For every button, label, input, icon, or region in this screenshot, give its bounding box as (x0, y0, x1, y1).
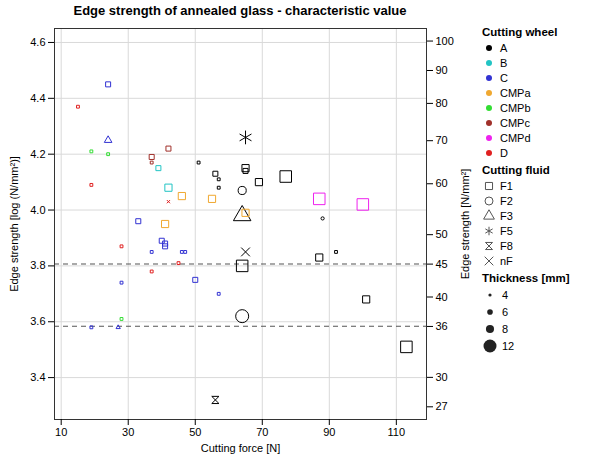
html-text:4: 4 (502, 288, 509, 301)
html-text:CMPa: CMPa (500, 86, 531, 99)
svg-text:3.4: 3.4 (30, 371, 45, 383)
svg-text:3.6: 3.6 (30, 315, 45, 327)
html-text:8: 8 (502, 322, 509, 335)
html-text:F8: F8 (500, 239, 513, 252)
html-text:Cutting fluid: Cutting fluid (482, 164, 550, 176)
html-text:Edge strength of annealed glas: Edge strength of annealed glass - charac… (73, 3, 407, 18)
svg-text:10: 10 (55, 426, 67, 438)
svg-text:45: 45 (436, 258, 448, 270)
html-text:nF: nF (500, 254, 513, 267)
svg-text:50: 50 (436, 228, 448, 240)
html-text:12: 12 (502, 339, 515, 352)
svg-text:60: 60 (436, 177, 448, 189)
svg-text:70: 70 (436, 134, 448, 146)
html-text:B: B (500, 56, 508, 69)
svg-text:40: 40 (436, 291, 448, 303)
svg-text:4.2: 4.2 (30, 148, 45, 160)
svg-text:110: 110 (388, 426, 406, 438)
html-text:C: C (500, 71, 508, 84)
svg-text:100: 100 (436, 35, 454, 47)
html-text:Cutting wheel: Cutting wheel (482, 26, 558, 38)
svg-text:90: 90 (323, 426, 335, 438)
html-text:Thickness [mm]: Thickness [mm] (482, 272, 570, 284)
svg-text:Edge strength [log (N/mm²)]: Edge strength [log (N/mm²)] (8, 156, 20, 292)
svg-text:30: 30 (122, 426, 134, 438)
svg-text:50: 50 (189, 426, 201, 438)
html-text:CMPc: CMPc (500, 116, 530, 129)
html-text:CMPb: CMPb (500, 101, 531, 114)
html-text:D: D (500, 146, 508, 159)
html-text:CMPd: CMPd (500, 131, 531, 144)
html-text:A: A (500, 41, 508, 54)
svg-text:30: 30 (436, 371, 448, 383)
svg-text:27: 27 (436, 400, 448, 412)
svg-text:Edge strength [N/mm²]: Edge strength [N/mm²] (459, 169, 471, 280)
svg-text:90: 90 (436, 64, 448, 76)
html-text:6: 6 (502, 305, 509, 318)
svg-text:4.4: 4.4 (30, 92, 45, 104)
svg-text:4.0: 4.0 (30, 204, 45, 216)
html-text:F1: F1 (500, 179, 513, 192)
svg-text:3.8: 3.8 (30, 259, 45, 271)
svg-text:4.6: 4.6 (30, 36, 45, 48)
html-text:F3: F3 (500, 209, 513, 222)
svg-text:36: 36 (436, 320, 448, 332)
svg-text:70: 70 (256, 426, 268, 438)
html-text:F2: F2 (500, 194, 513, 207)
svg-text:80: 80 (436, 97, 448, 109)
html-text:F5: F5 (500, 224, 513, 237)
svg-text:Cutting force [N]: Cutting force [N] (201, 442, 280, 454)
